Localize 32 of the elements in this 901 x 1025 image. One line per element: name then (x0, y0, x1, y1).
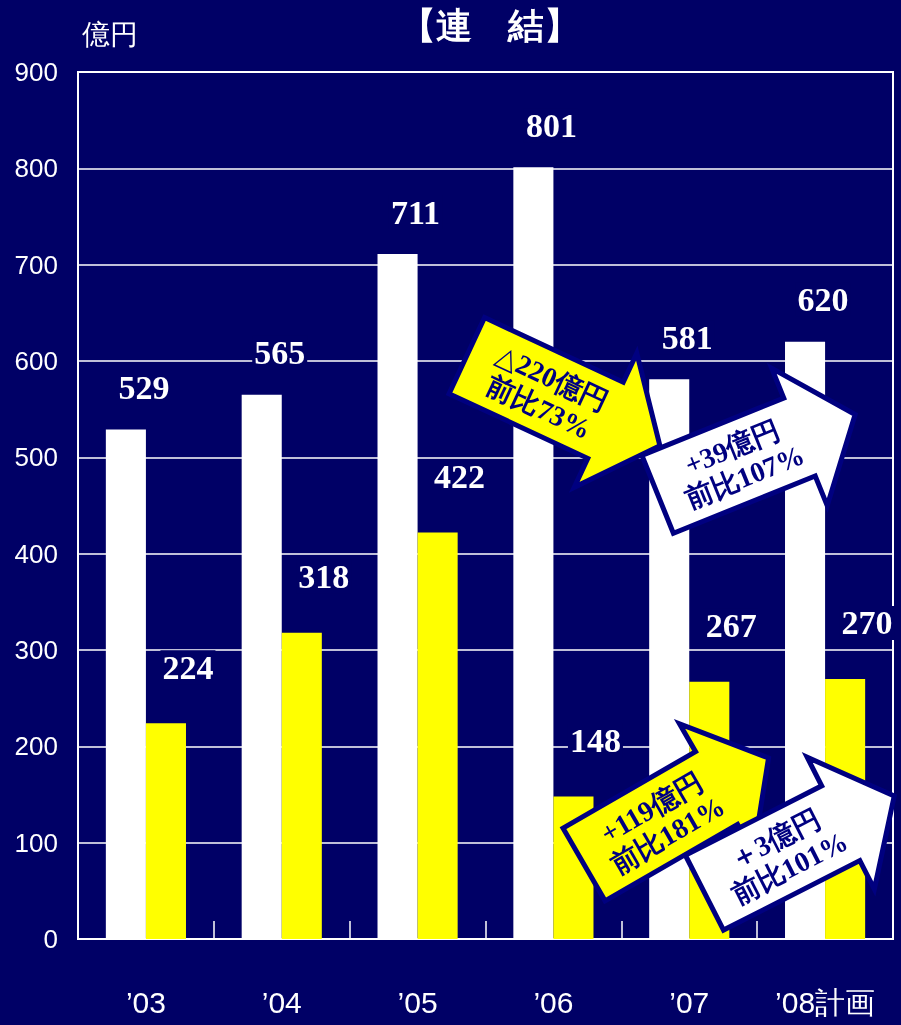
data-label: 148 (569, 721, 621, 759)
data-label: 565 (254, 334, 306, 372)
data-label: 224 (162, 648, 214, 686)
y-tick-label: 900 (14, 57, 58, 87)
data-label: 620 (797, 281, 849, 319)
y-tick-label: 700 (14, 249, 58, 280)
data-label: 801 (525, 106, 577, 144)
y-tick-label: 100 (14, 827, 58, 858)
y-tick-label: 0 (43, 924, 58, 954)
chart-title: 【連 結】 (400, 4, 580, 46)
y-axis-title: 億円 (82, 18, 138, 50)
data-label: 529 (118, 368, 170, 406)
annotation: +39億円 前比107% (679, 414, 809, 516)
y-tick-label: 400 (14, 538, 58, 569)
data-label: 270 (841, 604, 893, 642)
x-tick-label: ’07 (669, 985, 710, 1019)
x-tick-label: ’03 (125, 985, 166, 1019)
data-label: 318 (298, 558, 350, 596)
annotation: △220億円 前比73% (480, 339, 613, 446)
data-label: 581 (661, 318, 713, 356)
x-tick-label: ’06 (533, 985, 574, 1019)
y-tick-label: 200 (14, 731, 58, 762)
data-label: 422 (434, 457, 486, 495)
data-label: 267 (705, 607, 757, 645)
x-tick-label: ’04 (261, 985, 302, 1019)
y-tick-label: 600 (14, 346, 58, 376)
y-tick-label: 800 (14, 153, 58, 184)
x-tick-label: ’08計画 (775, 985, 876, 1019)
y-tick-label: 500 (14, 442, 58, 473)
data-label: 711 (390, 193, 441, 231)
x-tick-label: ’05 (397, 985, 438, 1019)
y-tick-label: 300 (14, 635, 58, 665)
